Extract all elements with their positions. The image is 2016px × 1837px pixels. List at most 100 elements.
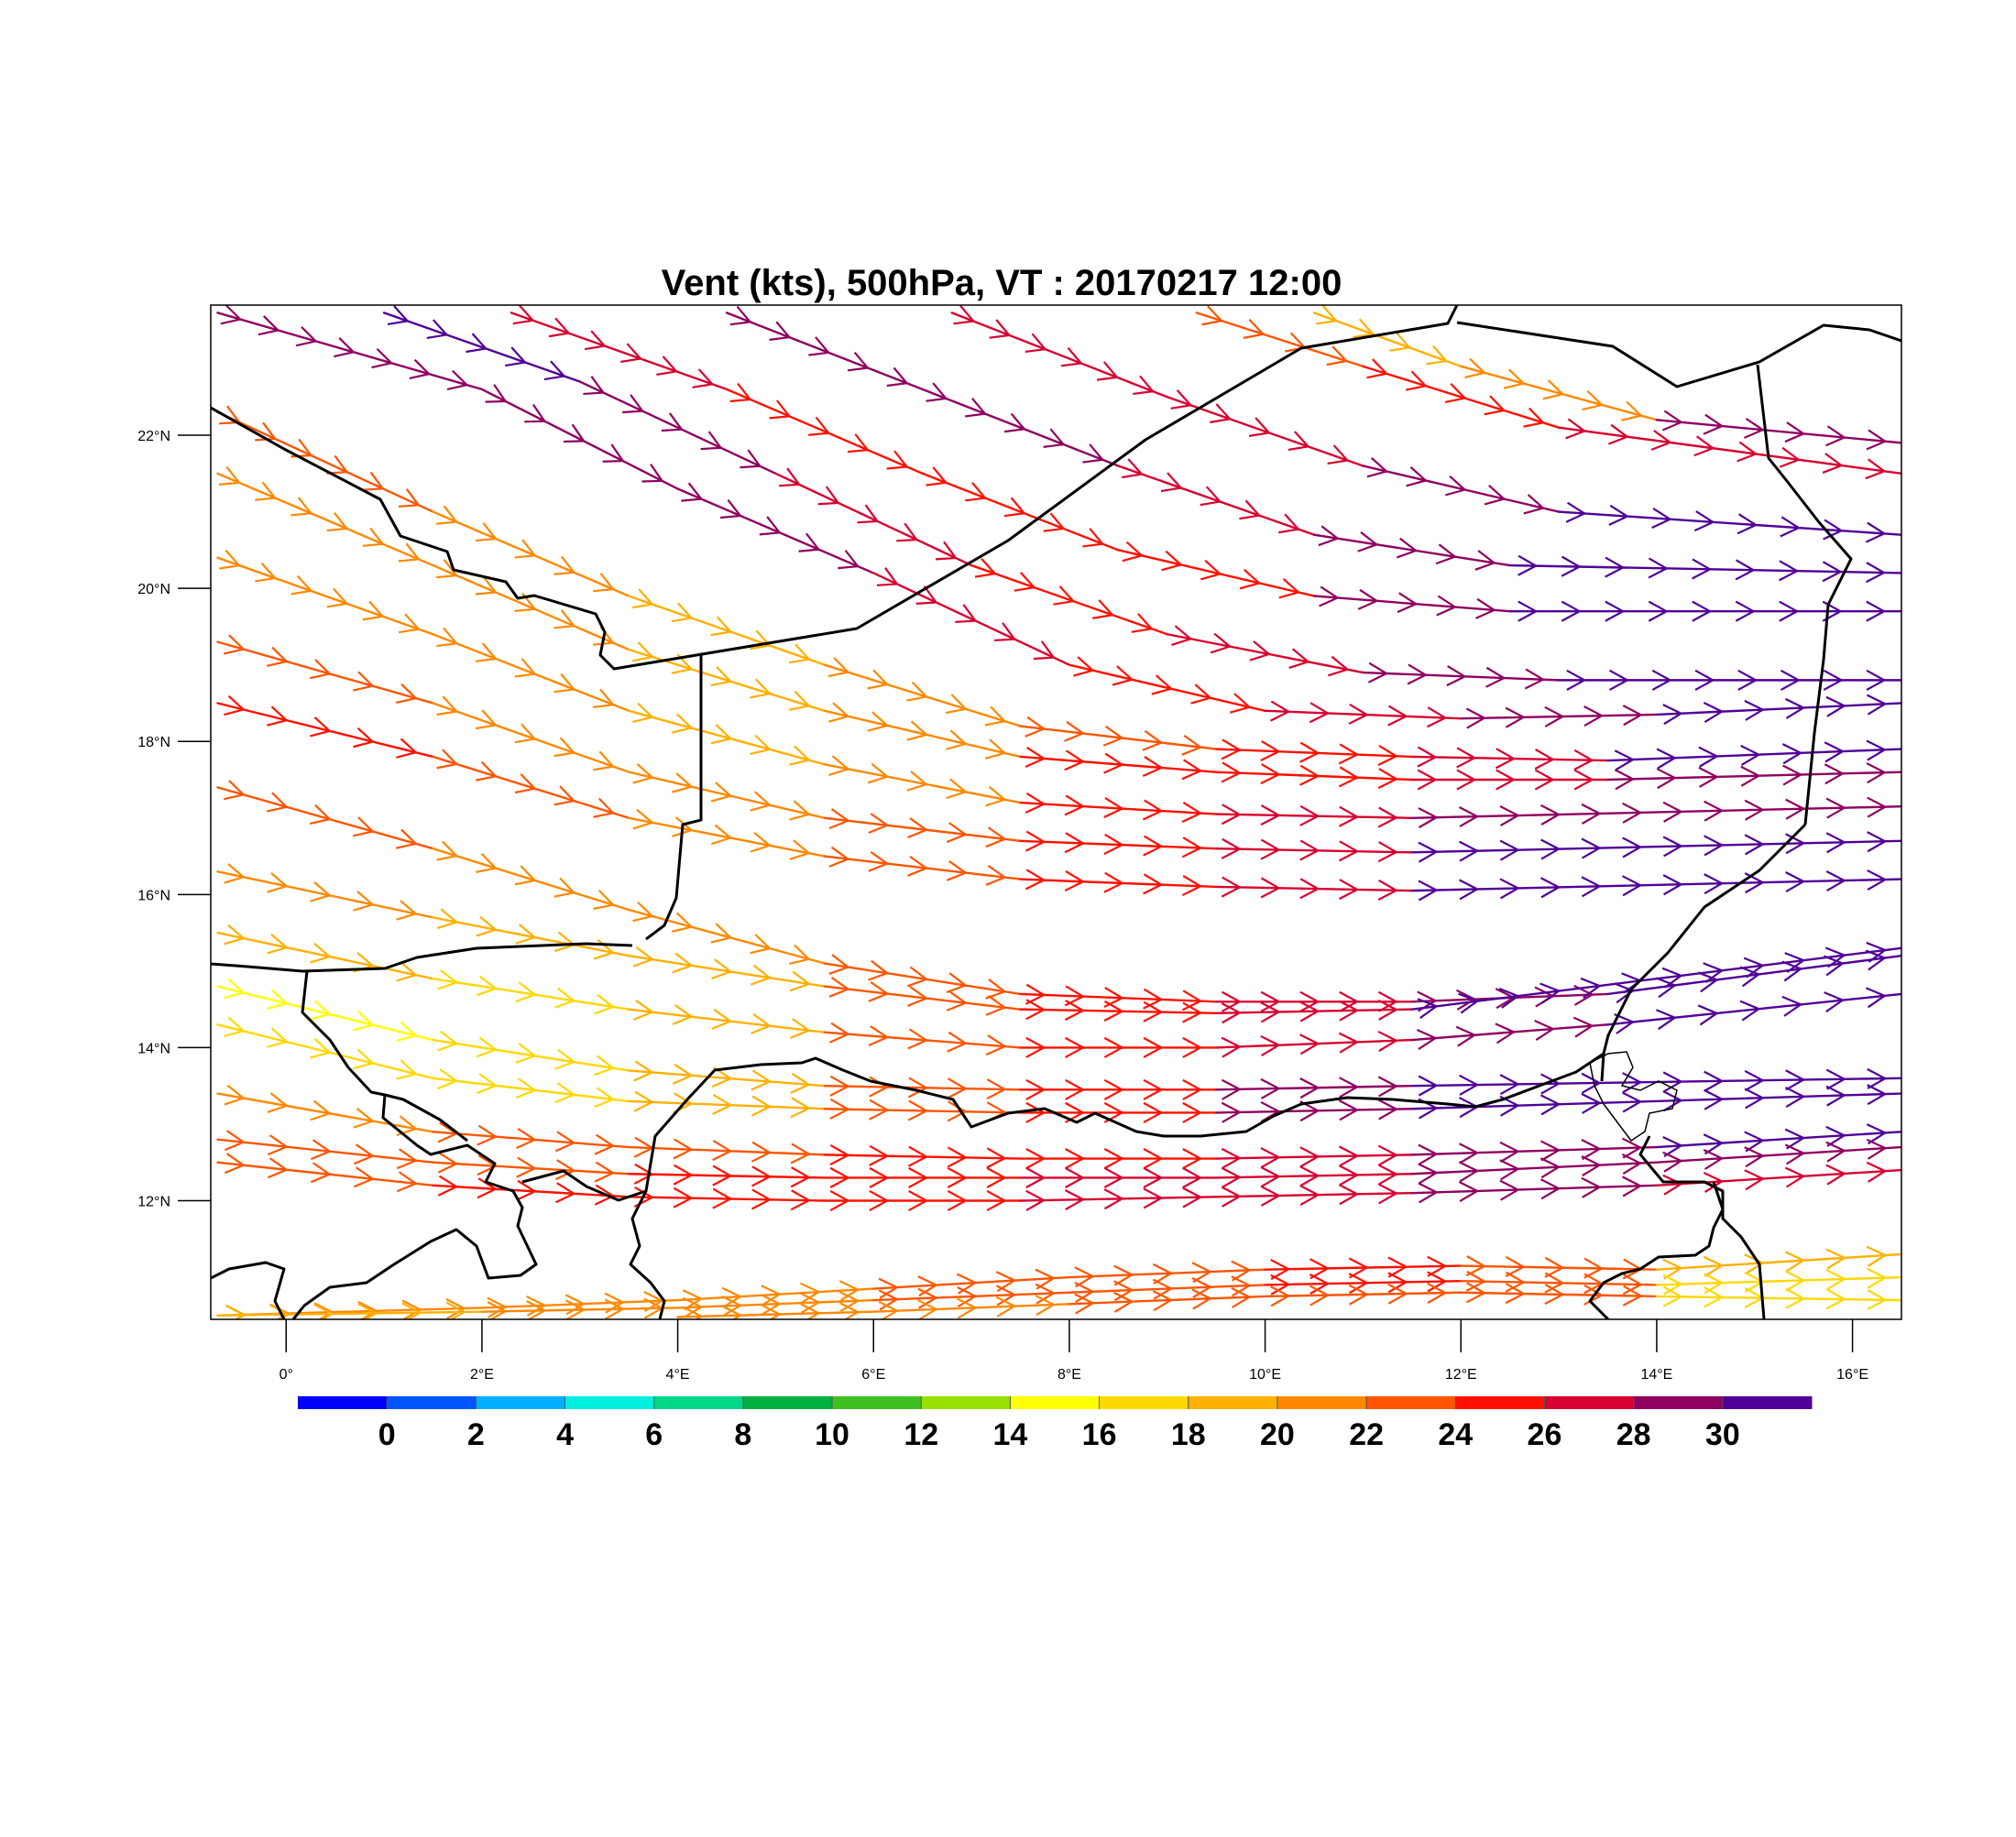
wind-arrow — [1152, 1263, 1174, 1285]
wind-arrow — [524, 403, 547, 423]
wind-arrow — [886, 366, 909, 388]
wind-arrow — [869, 1099, 890, 1121]
wind-arrow — [1377, 990, 1399, 1012]
wind-arrow — [224, 1084, 246, 1106]
wind-arrow — [1200, 486, 1222, 507]
wind-arrow — [476, 1036, 499, 1058]
wind-arrow — [947, 1031, 968, 1053]
streamline-segment — [1655, 1275, 1901, 1286]
wind-arrow — [1607, 423, 1630, 445]
streamline-segment — [676, 1287, 875, 1302]
wind-arrow — [1621, 400, 1644, 421]
wind-arrow — [554, 1159, 576, 1181]
colorbar-label: 6 — [645, 1417, 663, 1452]
wind-arrow — [1160, 472, 1183, 493]
streamline-segment — [627, 1099, 827, 1110]
wind-arrow — [1231, 1286, 1252, 1308]
wind-arrow — [1064, 832, 1086, 854]
wind-arrow — [512, 305, 535, 325]
wind-arrow — [553, 672, 576, 694]
wind-arrow — [1605, 600, 1626, 622]
wind-arrow — [1427, 1282, 1448, 1304]
wind-arrow — [957, 1285, 978, 1308]
wind-arrow — [712, 1165, 733, 1186]
wind-arrow — [1622, 836, 1643, 858]
wind-arrow — [710, 824, 733, 846]
wind-arrow — [446, 369, 469, 390]
wind-arrow — [1565, 501, 1587, 523]
wind-arrow — [593, 573, 616, 593]
wind-arrow — [672, 1004, 694, 1025]
wind-arrow — [985, 1034, 1007, 1056]
wind-arrow — [1309, 1285, 1331, 1307]
wind-arrow — [1065, 1148, 1086, 1170]
wind-arrow — [1499, 878, 1520, 900]
streamline-segment — [627, 1196, 827, 1202]
wind-arrow — [224, 694, 246, 716]
wind-arrow — [475, 575, 498, 596]
wind-arrow — [1465, 1255, 1487, 1277]
wind-arrow — [1697, 1004, 1719, 1026]
border-niger-benin — [521, 1052, 1605, 1202]
streamline-segment — [1214, 748, 1414, 759]
wind-arrow — [554, 1131, 576, 1153]
wind-arrow — [1539, 982, 1561, 1004]
wind-arrow — [1580, 977, 1602, 999]
wind-arrow — [1377, 1164, 1399, 1186]
wind-arrow — [1309, 1273, 1331, 1295]
wind-arrow — [867, 762, 890, 784]
wind-arrow — [721, 1286, 743, 1308]
wind-arrow — [1348, 703, 1369, 725]
wind-arrow — [828, 808, 850, 830]
wind-arrow — [1152, 1290, 1174, 1312]
wind-arrow — [267, 989, 289, 1010]
wind-arrow — [398, 613, 422, 634]
wind-arrow — [1270, 700, 1291, 722]
wind-arrow — [224, 978, 246, 1000]
wind-arrow — [946, 778, 968, 800]
wind-arrow — [1418, 1143, 1439, 1165]
wind-arrow — [357, 1303, 378, 1319]
wind-arrow — [1338, 879, 1360, 901]
wind-arrow — [1064, 1000, 1086, 1022]
wind-arrow — [1622, 875, 1643, 897]
wind-arrow — [1142, 756, 1164, 777]
wind-arrow — [986, 1078, 1007, 1100]
wind-arrow — [1540, 804, 1561, 826]
streamline-segment — [823, 709, 1022, 759]
wind-arrow — [1065, 1078, 1086, 1100]
wind-arrow — [554, 1082, 576, 1104]
wind-arrow — [672, 952, 694, 974]
wind-arrow — [1866, 600, 1887, 622]
streamline-segment — [1214, 1191, 1414, 1198]
wind-arrow — [1260, 1077, 1281, 1099]
wind-arrow — [1865, 987, 1887, 1009]
wind-arrow — [398, 488, 421, 508]
wind-arrow — [1865, 562, 1887, 584]
wind-arrow — [847, 433, 870, 454]
wind-arrow — [1693, 435, 1715, 457]
wind-arrow — [1544, 705, 1565, 727]
wind-arrow — [1704, 800, 1725, 822]
wind-arrow — [1581, 1176, 1602, 1198]
wind-arrow — [477, 1177, 499, 1199]
wind-arrow — [1191, 1288, 1213, 1310]
wind-arrow — [514, 773, 537, 794]
wind-arrow — [565, 1299, 586, 1319]
colorbar-label: 12 — [904, 1417, 938, 1452]
streamline-segment — [1166, 633, 1364, 674]
streamline-segment — [1214, 1038, 1414, 1049]
wind-arrow — [1357, 588, 1379, 610]
wind-arrow — [1103, 871, 1124, 893]
wind-arrow — [1825, 1164, 1846, 1186]
streamline-segment — [823, 962, 1022, 996]
wind-arrow — [790, 1143, 812, 1165]
streamline-segment — [216, 931, 434, 980]
wind-arrow — [1581, 1139, 1602, 1161]
colorbar-label: 8 — [734, 1417, 751, 1452]
wind-arrow — [1456, 747, 1477, 769]
wind-arrow — [1260, 804, 1281, 826]
wind-arrow — [1151, 674, 1174, 695]
wind-arrow — [1694, 669, 1715, 691]
wind-arrow — [1210, 403, 1233, 423]
